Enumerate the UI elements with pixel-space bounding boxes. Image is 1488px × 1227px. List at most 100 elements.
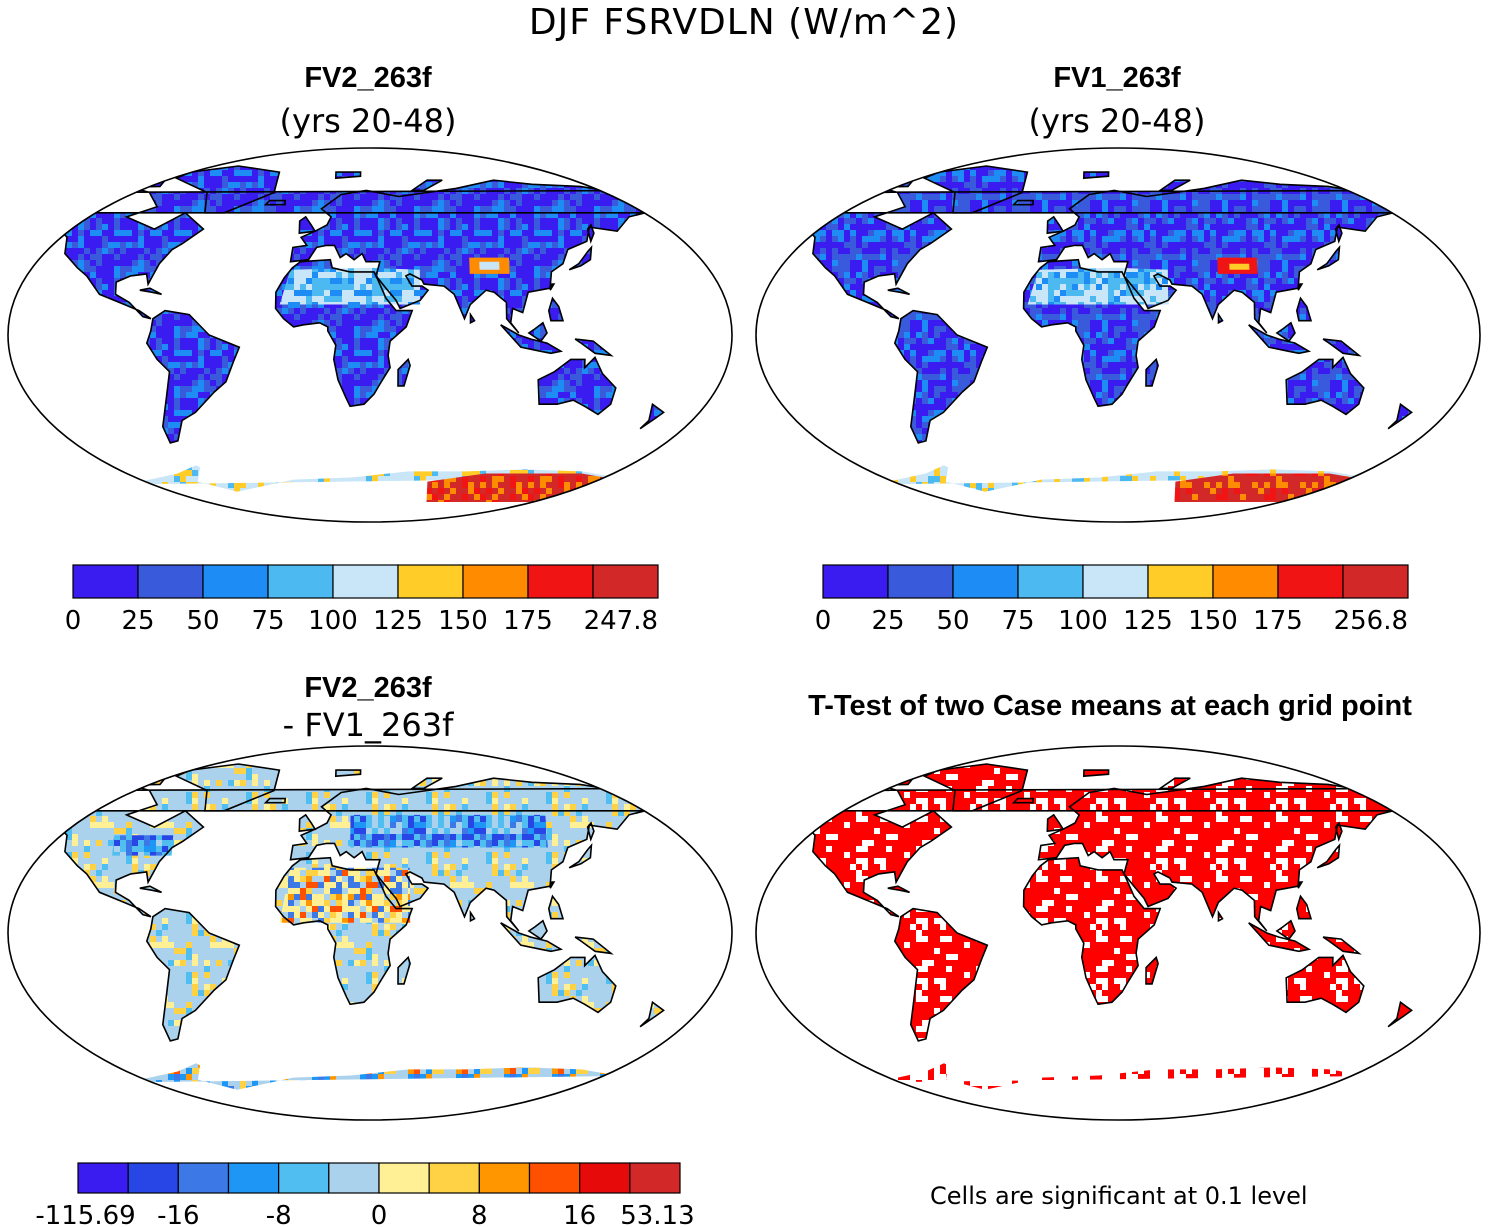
land-newguinea	[1323, 339, 1360, 356]
coastline-newguinea	[1322, 338, 1362, 357]
colorbar-tick-label: 0	[65, 606, 82, 636]
coastline-novaya	[409, 777, 443, 790]
coastline-africa	[1022, 258, 1162, 408]
colorbar-tick-label: 25	[121, 606, 154, 636]
land-greenland	[176, 166, 280, 213]
coastline-australia	[1285, 356, 1365, 416]
map-panel-ttest	[755, 745, 1481, 1121]
coastline-arctic_isl	[828, 171, 922, 190]
colorbar-swatch	[952, 564, 1019, 599]
coastline-namerica	[768, 183, 1446, 320]
land-newguinea	[575, 937, 612, 954]
coastline-madagascar	[397, 357, 411, 387]
coastline-samerica	[145, 309, 241, 444]
colorbar-tick-label: 75	[251, 606, 284, 636]
coastline-greenland	[174, 165, 281, 214]
colorbar-swatch	[397, 564, 464, 599]
panel2-title: FV1_263f	[1053, 62, 1181, 94]
coastline-svalbard	[1082, 769, 1110, 778]
coastline-africa	[274, 856, 414, 1006]
land-borneo	[1276, 920, 1295, 940]
land-borneo	[528, 322, 547, 342]
land-novaya	[1160, 778, 1191, 789]
colorbar-tick-label: -115.69	[35, 1201, 135, 1227]
land-nz	[1388, 1002, 1412, 1027]
coastline-uk	[1046, 215, 1065, 235]
land-indonesia	[1248, 324, 1309, 354]
panel4-title: T-Test of two Case means at each grid po…	[808, 690, 1412, 722]
coastline-nz	[639, 402, 665, 430]
figure-title: DJF FSRVDLN (W/m^2)	[528, 2, 960, 43]
land-borneo	[1276, 322, 1295, 342]
map-frame	[7, 147, 733, 523]
coastline-svalbard	[1082, 171, 1110, 180]
land-antarctica	[26, 1063, 658, 1109]
colorbar-swatch	[462, 564, 529, 599]
land-uk	[1047, 814, 1064, 832]
coastline-japan	[568, 245, 593, 271]
region-overlay-1	[350, 814, 548, 848]
colorbar-tick-label: 100	[308, 606, 358, 636]
colorbar-swatch	[137, 564, 204, 599]
region-overlay-2	[1229, 263, 1250, 270]
land-greenland	[924, 166, 1028, 213]
land-iceland	[265, 200, 286, 205]
coastline-sakhalin	[586, 223, 595, 244]
coastline-srilanka	[469, 311, 476, 325]
land-newguinea	[1323, 937, 1360, 954]
coastline-sakhalin	[586, 821, 595, 842]
colorbar-tick-label: -16	[157, 1201, 199, 1227]
colorbar-tick-label: 256.8	[1334, 606, 1408, 636]
colorbar-difference: -115.69 -16 -8 0 8 16 53.13	[35, 1162, 695, 1227]
coastline-philippines	[547, 894, 565, 920]
coastline-cuba	[139, 885, 162, 894]
coastline-taiwan	[1297, 881, 1304, 889]
coastline-greenland	[174, 763, 281, 812]
land-australia	[538, 955, 616, 1013]
panel3-subtitle: - FV1_263f	[282, 706, 454, 744]
land-australia	[1286, 357, 1364, 415]
coastline-cuba	[139, 287, 162, 296]
colorbar-swatch	[278, 1162, 330, 1194]
coastline-indonesia	[1248, 324, 1312, 355]
colorbar-tick-label: 125	[1123, 606, 1173, 636]
coastline-japan	[1316, 843, 1341, 869]
colorbar-swatch	[328, 1162, 380, 1194]
colorbar-swatch	[1017, 564, 1084, 599]
coastline-philippines	[1295, 296, 1313, 322]
coastline-borneo	[527, 919, 548, 941]
coastline-borneo	[1275, 321, 1296, 343]
colorbar-fv1: 0 25 50 75 100 125 150 175 256.8	[815, 564, 1409, 636]
colorbar-tick-label: 175	[503, 606, 553, 636]
colorbar-tick-label: 50	[186, 606, 219, 636]
colorbar-swatch	[77, 1162, 129, 1194]
region-overlay-2	[479, 261, 500, 270]
coastline-nz	[1387, 1000, 1413, 1028]
coastline-samerica	[893, 907, 989, 1042]
coastline-japan	[1316, 245, 1341, 271]
land-australia	[1286, 955, 1364, 1013]
coastline-eurasia	[1037, 777, 1410, 932]
land-indonesia	[1248, 922, 1309, 952]
coastline-philippines	[547, 296, 565, 322]
colorbar-swatch	[227, 1162, 280, 1194]
land-greenland	[924, 764, 1028, 811]
coastline-namerica	[20, 183, 698, 320]
significance-footnote: Cells are significant at 0.1 level	[930, 1182, 1308, 1210]
colorbar-swatch	[1212, 564, 1279, 599]
coastline-newguinea	[574, 338, 614, 357]
colorbar-swatch	[1082, 564, 1149, 599]
colorbar-tick-label: 0	[815, 606, 832, 636]
coastline-australia	[1285, 954, 1365, 1014]
coastline-srilanka	[1217, 311, 1224, 325]
coastline-arctic_isl	[828, 769, 922, 788]
panel1-title: FV2_263f	[304, 62, 432, 94]
land-eurasia	[1038, 180, 1409, 333]
land-nz	[640, 1002, 664, 1027]
coastline-arctic_isl	[80, 769, 174, 788]
panel2-subtitle: (yrs 20-48)	[1028, 102, 1206, 140]
colorbar-tick-label: 75	[1001, 606, 1034, 636]
land-madagascar	[1146, 957, 1159, 984]
map-frame	[755, 745, 1481, 1121]
region-overlay-0	[112, 835, 174, 856]
